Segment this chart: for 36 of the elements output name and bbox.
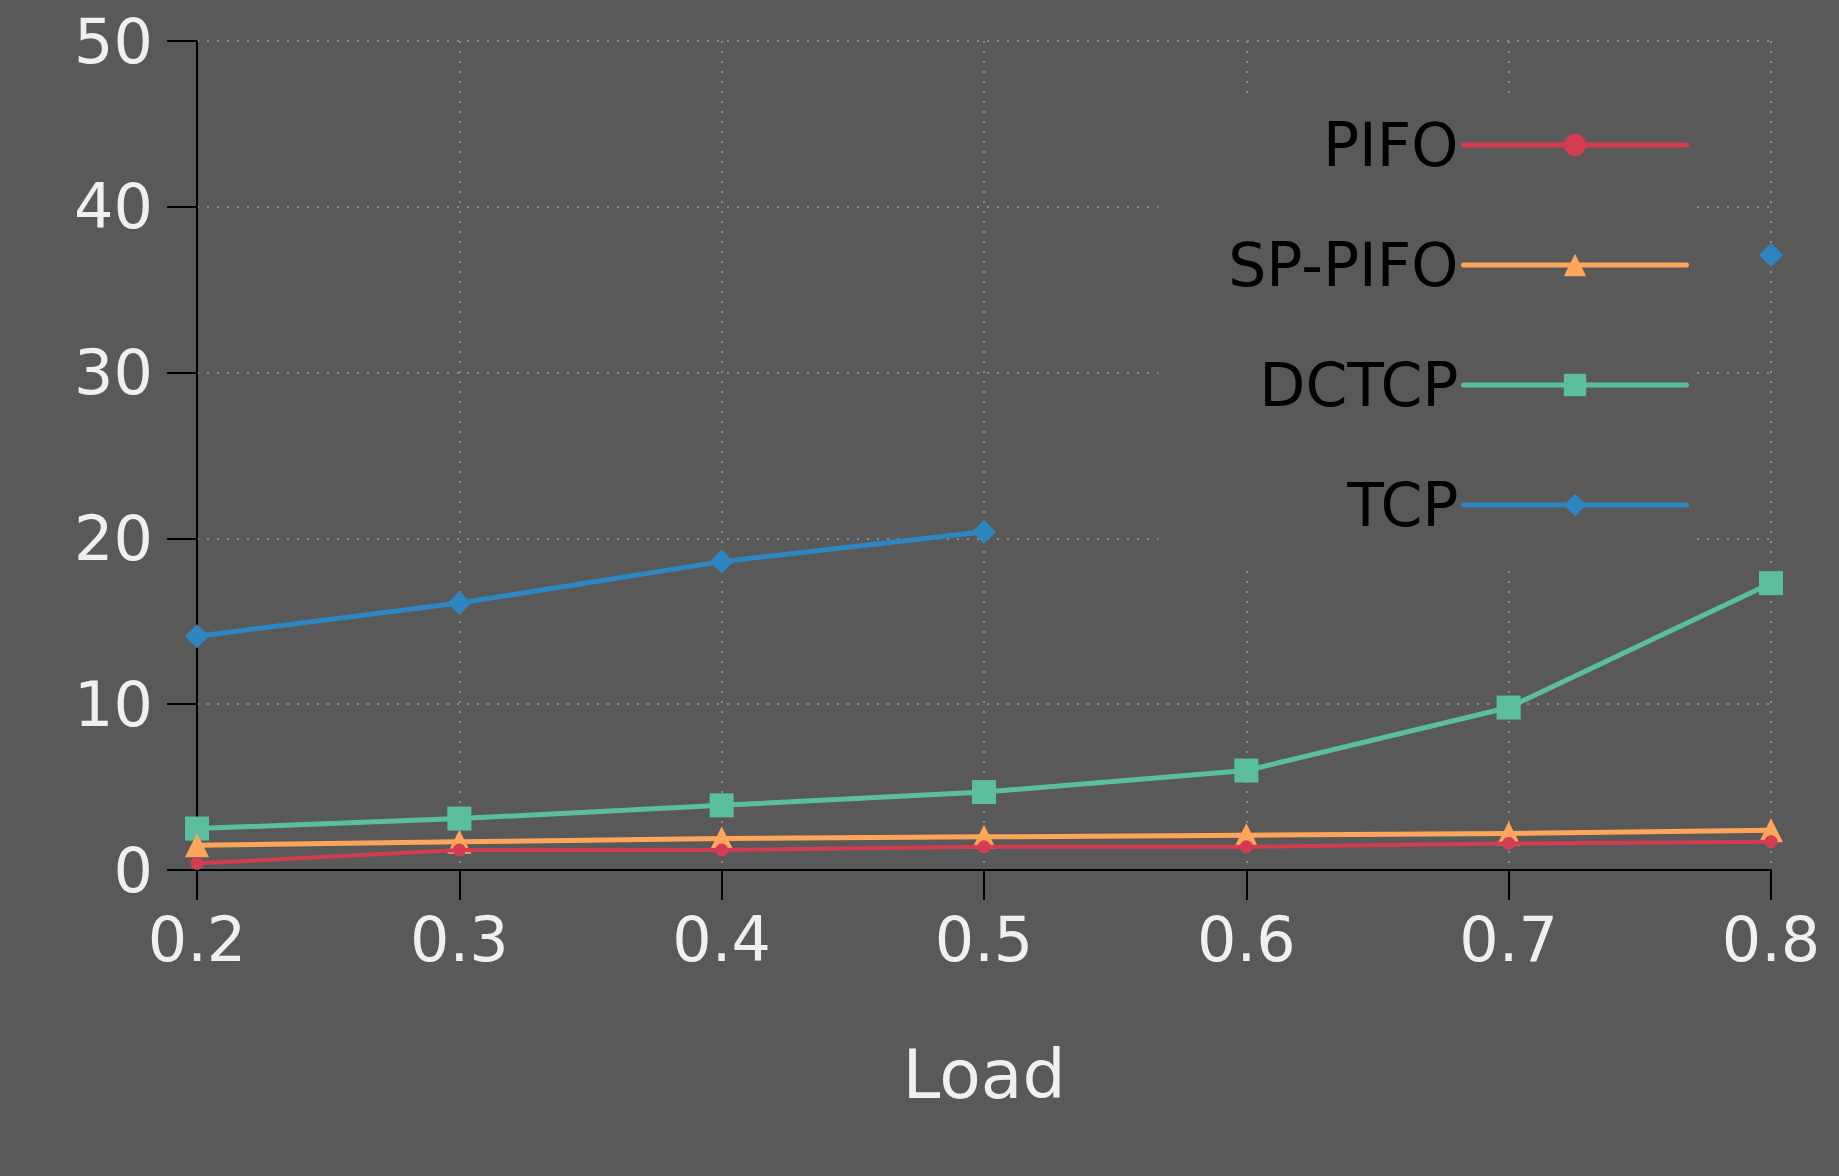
point (972, 780, 996, 805)
legend-label: PIFO (1322, 110, 1459, 180)
x-tick-label: 0.5 (934, 902, 1034, 976)
point (1759, 242, 1783, 267)
point (1239, 840, 1253, 854)
point (972, 519, 996, 544)
point (447, 591, 472, 616)
point (452, 843, 466, 857)
point (709, 793, 734, 818)
y-tick-label: 40 (74, 170, 153, 244)
point (185, 624, 209, 649)
y-tick-label: 50 (74, 4, 153, 78)
legend-label: SP-PIFO (1228, 230, 1459, 300)
x-tick-label: 0.3 (410, 902, 509, 976)
point (709, 549, 734, 574)
point (185, 833, 209, 858)
x-tick-label: 0.8 (1721, 902, 1821, 976)
point (185, 816, 209, 841)
point (1496, 695, 1521, 720)
y-tick-label: 10 (74, 667, 153, 741)
y-tick-label: 30 (74, 336, 153, 410)
point (977, 840, 991, 854)
point (447, 806, 472, 831)
legend-label: DCTCP (1259, 350, 1459, 420)
point (1234, 758, 1259, 783)
x-tick-label: 0.4 (672, 902, 771, 976)
legend-label: TCP (1346, 470, 1459, 540)
point (1759, 571, 1783, 596)
x-axis-title: Load (902, 1034, 1066, 1114)
x-tick-label: 0.6 (1197, 902, 1296, 976)
point (1502, 836, 1516, 850)
x-tick-label: 0.7 (1459, 902, 1558, 976)
point (715, 843, 729, 857)
point (1764, 835, 1778, 849)
y-tick-label: 20 (74, 501, 153, 575)
point (190, 856, 204, 870)
